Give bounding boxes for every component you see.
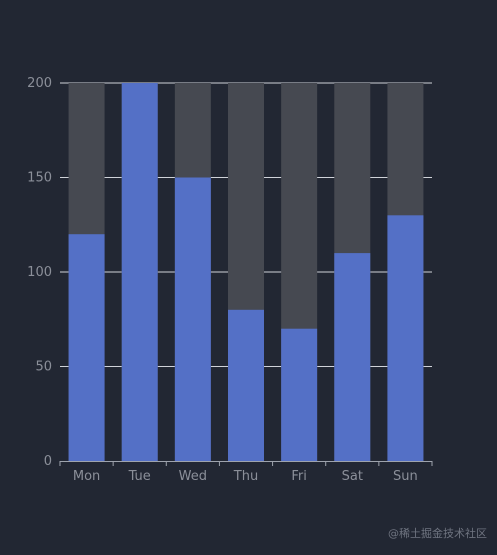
x-tick-label: Fri	[291, 469, 307, 484]
bar-thu	[228, 309, 264, 461]
y-tick-label: 150	[27, 171, 52, 186]
bar-mon	[68, 234, 105, 461]
x-axis-tick-labels: Mon Tue Wed Thu Fri Sat Sun	[73, 469, 418, 484]
y-tick-label: 200	[27, 76, 52, 91]
x-tick-label: Sun	[393, 469, 418, 484]
y-tick-label: 0	[44, 454, 52, 469]
x-tick-label: Mon	[73, 469, 100, 484]
bars	[68, 83, 424, 461]
y-tick-label: 100	[27, 265, 52, 280]
bar-tue	[121, 83, 158, 461]
watermark-text: @稀土掘金技术社区	[388, 527, 487, 540]
x-tick-label: Thu	[233, 469, 258, 484]
bar-fri	[281, 328, 318, 461]
bar-sun	[387, 215, 424, 461]
y-axis-tick-labels: 0 50 100 150 200	[27, 76, 52, 469]
x-axis	[59, 461, 433, 466]
x-tick-label: Sat	[342, 469, 363, 484]
x-tick-label: Wed	[179, 469, 207, 484]
x-tick-label: Tue	[128, 469, 151, 484]
bar-sat	[334, 253, 371, 461]
y-tick-label: 50	[35, 360, 52, 375]
bar-wed	[174, 177, 211, 461]
